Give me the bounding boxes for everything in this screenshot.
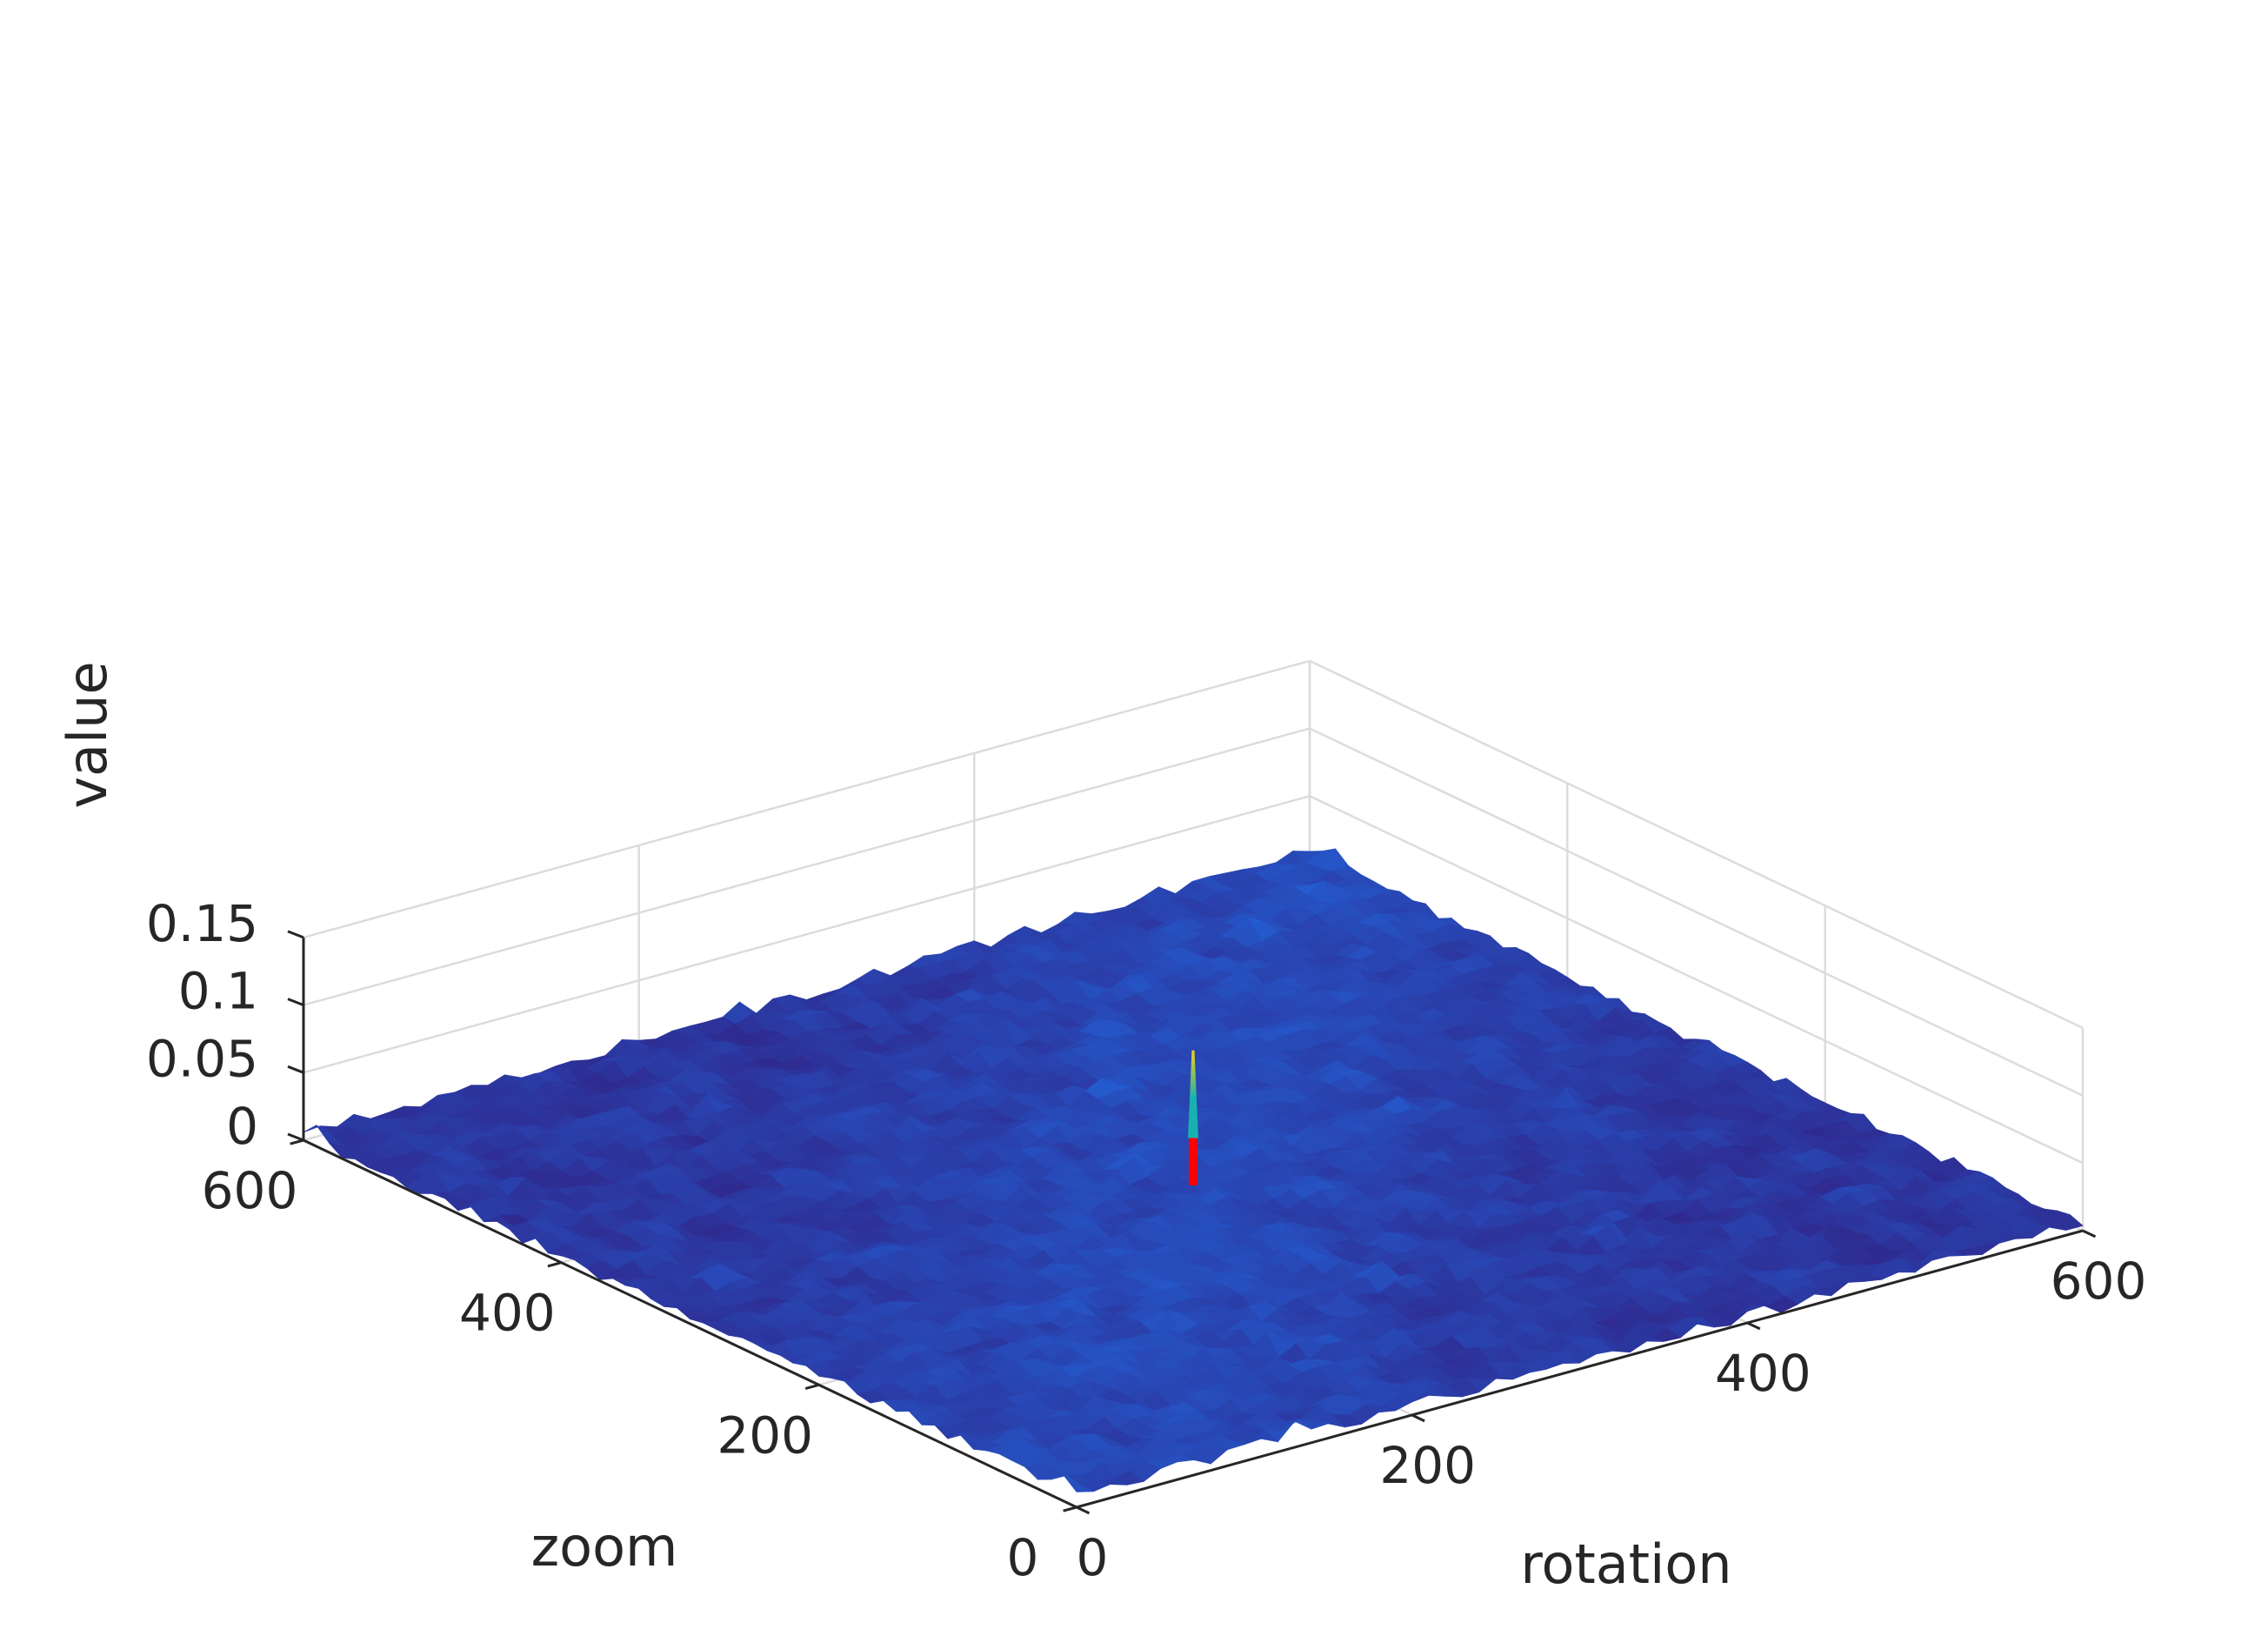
x-tick-label: 0 [1077, 1528, 1109, 1587]
y-tick-label: 600 [202, 1161, 298, 1220]
wall-grid-line [1309, 659, 2084, 1030]
z-tick-mark [287, 1132, 304, 1142]
peak-marker [1189, 1138, 1197, 1185]
y-tick-mark [1063, 1505, 1077, 1512]
wall-grid-line [1309, 727, 2084, 1097]
x-tick-mark [1746, 1321, 1761, 1331]
x-tick-mark [1411, 1413, 1425, 1423]
y-axis-line [303, 1138, 1077, 1509]
y-tick-mark [547, 1261, 562, 1268]
wall-grid-line [303, 727, 1311, 1006]
peak-spike [1188, 1050, 1198, 1138]
spike-layer [1188, 1050, 1198, 1185]
x-tick-mark [1076, 1505, 1091, 1515]
surface-layer [303, 848, 2084, 1492]
wall-grid-line [303, 659, 1311, 939]
axis-layer [287, 930, 2097, 1515]
y-tick-label: 0 [1007, 1528, 1039, 1587]
surface-patch [1063, 1474, 1094, 1492]
z-tick-label: 0.15 [146, 894, 258, 953]
x-tick-mark [2082, 1229, 2097, 1238]
z-tick-mark [287, 1065, 304, 1074]
wall-grid-line [1309, 795, 2084, 1165]
y-axis-title: zoom [531, 1515, 678, 1579]
z-axis-title: value [56, 661, 119, 808]
wall-grid-line [303, 795, 1311, 1074]
z-tick-label: 0.1 [178, 962, 258, 1021]
z-tick-mark [287, 998, 304, 1006]
x-axis-title: rotation [1520, 1532, 1731, 1596]
z-tick-mark [287, 930, 304, 939]
x-tick-label: 400 [1715, 1344, 1811, 1403]
label-layer: 0200400600020040060000.050.10.15rotation… [56, 661, 2146, 1596]
z-tick-label: 0.05 [146, 1029, 258, 1088]
y-tick-label: 400 [459, 1284, 556, 1343]
x-tick-label: 200 [1379, 1436, 1476, 1495]
x-tick-label: 600 [2051, 1252, 2147, 1311]
y-tick-mark [290, 1138, 304, 1145]
y-tick-label: 200 [717, 1405, 813, 1465]
z-tick-label: 0 [226, 1097, 258, 1156]
x-axis-line [1076, 1229, 2084, 1509]
y-tick-mark [804, 1383, 820, 1391]
